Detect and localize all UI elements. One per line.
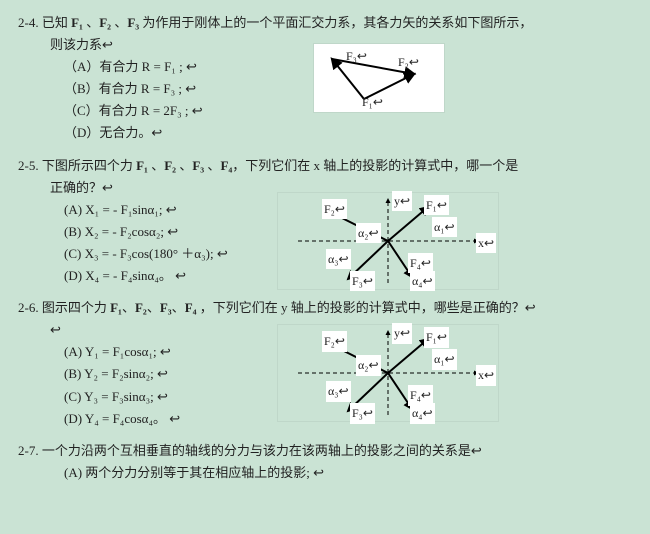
opt-d: （D）无合力。↩ — [64, 122, 632, 144]
t: F₃ — [192, 158, 204, 173]
t: 、 — [172, 300, 185, 315]
lbl-y: y↩ — [392, 191, 412, 211]
t: 、 — [147, 300, 160, 315]
t: 下图所示四个力 — [42, 158, 136, 173]
lbl-a4: α₄↩ — [410, 403, 435, 423]
t: 、 — [204, 158, 220, 173]
t: F₄ — [220, 158, 232, 173]
lbl-a2: α₂↩ — [356, 223, 381, 243]
lbl-F2: F₂↩ — [322, 199, 347, 219]
t: F₂ — [99, 15, 111, 30]
qnum: 2-6. — [18, 300, 39, 315]
t: F₁ — [136, 158, 148, 173]
lbl-a4: α₄↩ — [410, 271, 435, 291]
question-2-6: 2-6. 图示四个力 F₁、F₂、F₃、F₄ ，下列它们在 y 轴上的投影的计算… — [18, 297, 632, 430]
t: 、 — [122, 300, 135, 315]
lbl-f3: F₃↩ — [346, 46, 367, 66]
figure-2-6: F₁↩ F₂↩ F₃↩ F₄↩ α₁↩ α₂↩ α₃↩ α₄↩ x↩ y↩ — [278, 325, 498, 421]
t: 、 — [111, 15, 127, 30]
lbl-F2: F₂↩ — [322, 331, 347, 351]
lbl-y: y↩ — [392, 323, 412, 343]
t: 、 — [83, 15, 99, 30]
question-2-7: 2-7. 一个力沿两个互相垂直的轴线的分力与该力在该两轴上的投影之间的关系是↩ … — [18, 440, 632, 484]
lbl-a1: α₁↩ — [432, 217, 457, 237]
t: F₁ — [71, 15, 83, 30]
t: F₂ — [135, 300, 147, 315]
lbl-a3: α₃↩ — [326, 249, 351, 269]
lbl-F1: F₁↩ — [424, 195, 449, 215]
question-2-5: 2-5. 下图所示四个力 F₁ 、F₂ 、F₃ 、F₄，下列它们在 x 轴上的投… — [18, 155, 632, 288]
t: F₃ — [127, 15, 139, 30]
stem: 2-5. 下图所示四个力 F₁ 、F₂ 、F₃ 、F₄，下列它们在 x 轴上的投… — [18, 155, 632, 177]
t: 已知 — [42, 15, 71, 30]
question-2-4: 2-4. 已知 F₁ 、F₂ 、F₃ 为作用于刚体上的一个平面汇交力系，其各力矢… — [18, 12, 632, 145]
t: F₃ — [160, 300, 172, 315]
stem: 2-6. 图示四个力 F₁、F₂、F₃、F₄ ，下列它们在 y 轴上的投影的计算… — [18, 297, 632, 319]
lbl-F1: F₁↩ — [424, 327, 449, 347]
lbl-f1: F₁↩ — [362, 92, 383, 112]
t: 为作用于刚体上的一个平面汇交力系，其各力矢的关系如下图所示， — [139, 15, 532, 30]
t: ，下列它们在 y 轴上的投影的计算式中，哪些是正确的？↩ — [197, 300, 536, 315]
lbl-F3: F₃↩ — [350, 271, 375, 291]
t: F₂ — [164, 158, 176, 173]
t: 一个力沿两个互相垂直的轴线的分力与该力在该两轴上的投影之间的关系是↩ — [42, 443, 482, 458]
lbl-x: x↩ — [476, 365, 496, 385]
qnum: 2-7. — [18, 443, 39, 458]
t: 、 — [176, 158, 192, 173]
axes-diagram — [278, 325, 498, 421]
lbl-F3: F₃↩ — [350, 403, 375, 423]
lbl-a3: α₃↩ — [326, 381, 351, 401]
t: 图示四个力 — [42, 300, 110, 315]
t: F₁ — [110, 300, 122, 315]
lbl-x: x↩ — [476, 233, 496, 253]
options: (A) 两个分力分别等于其在相应轴上的投影; ↩ — [64, 462, 632, 484]
stem: 2-7. 一个力沿两个互相垂直的轴线的分力与该力在该两轴上的投影之间的关系是↩ — [18, 440, 632, 462]
axes-diagram — [278, 193, 498, 289]
qnum: 2-5. — [18, 158, 39, 173]
lbl-a1: α₁↩ — [432, 349, 457, 369]
t: 、 — [148, 158, 164, 173]
opt-a: (A) 两个分力分别等于其在相应轴上的投影; ↩ — [64, 462, 632, 484]
t: F₄ — [185, 300, 197, 315]
lbl-f2: F₂↩ — [398, 52, 419, 72]
figure-2-5: F₁↩ F₂↩ F₃↩ F₄↩ α₁↩ α₂↩ α₃↩ α₄↩ x↩ y↩ — [278, 193, 498, 289]
qnum: 2-4. — [18, 15, 39, 30]
lbl-a2: α₂↩ — [356, 355, 381, 375]
stem: 2-4. 已知 F₁ 、F₂ 、F₃ 为作用于刚体上的一个平面汇交力系，其各力矢… — [18, 12, 632, 34]
figure-2-4: F₁↩ F₂↩ F₃↩ — [314, 44, 444, 112]
t: ，下列它们在 x 轴上的投影的计算式中，哪一个是 — [232, 158, 518, 173]
